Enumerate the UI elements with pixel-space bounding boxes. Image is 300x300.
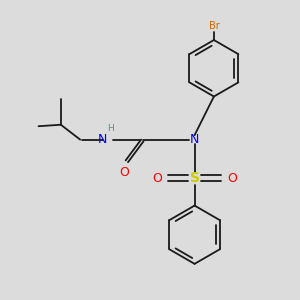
Text: N: N: [98, 133, 107, 146]
Text: Br: Br: [208, 21, 219, 31]
Text: H: H: [107, 124, 114, 133]
Text: O: O: [152, 172, 162, 185]
Text: S: S: [190, 171, 200, 185]
Text: O: O: [227, 172, 237, 185]
Text: O: O: [119, 166, 129, 179]
Text: N: N: [190, 133, 199, 146]
